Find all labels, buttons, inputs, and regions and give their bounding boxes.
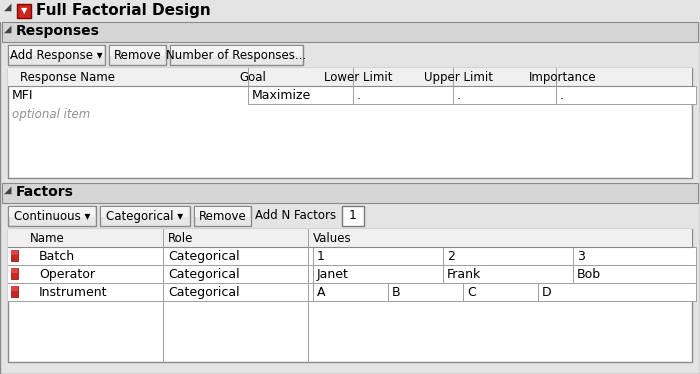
- Bar: [8, 247, 692, 265]
- Bar: [8, 229, 692, 247]
- Bar: [556, 86, 696, 104]
- Bar: [11, 268, 18, 273]
- Text: Values: Values: [313, 232, 351, 245]
- Text: Factors: Factors: [16, 185, 74, 199]
- Bar: [8, 68, 692, 178]
- Bar: [2, 183, 698, 203]
- Text: Remove: Remove: [199, 210, 246, 223]
- Bar: [110, 46, 165, 56]
- Bar: [17, 4, 31, 18]
- Bar: [8, 265, 692, 283]
- Bar: [443, 247, 573, 265]
- Bar: [388, 283, 463, 301]
- Text: Name: Name: [30, 232, 64, 245]
- Bar: [8, 68, 692, 86]
- Bar: [342, 206, 364, 226]
- Text: Add Response ▾: Add Response ▾: [10, 49, 103, 62]
- Text: B: B: [392, 286, 400, 299]
- Text: Operator: Operator: [39, 268, 95, 281]
- Text: Response Name: Response Name: [20, 71, 115, 84]
- Bar: [194, 206, 251, 226]
- Bar: [171, 46, 302, 56]
- Text: Janet: Janet: [317, 268, 349, 281]
- Text: 2: 2: [447, 250, 455, 263]
- Text: Lower Limit: Lower Limit: [323, 71, 392, 84]
- Bar: [170, 45, 303, 65]
- Text: Goal: Goal: [239, 71, 267, 84]
- Text: D: D: [542, 286, 552, 299]
- Text: Categorical ▾: Categorical ▾: [106, 210, 183, 223]
- Text: Importance: Importance: [529, 71, 597, 84]
- Text: Role: Role: [168, 232, 193, 245]
- Text: 1: 1: [317, 250, 325, 263]
- Text: 1: 1: [349, 209, 357, 222]
- Bar: [8, 206, 96, 226]
- Bar: [11, 250, 18, 255]
- Bar: [313, 265, 443, 283]
- Text: ◢: ◢: [4, 24, 11, 34]
- Bar: [100, 206, 190, 226]
- Bar: [2, 22, 698, 42]
- Bar: [11, 268, 18, 279]
- Bar: [109, 45, 166, 65]
- Text: ◢: ◢: [4, 185, 11, 195]
- Bar: [195, 207, 250, 217]
- Text: Maximize: Maximize: [252, 89, 312, 102]
- Text: C: C: [467, 286, 476, 299]
- Text: Number of Responses...: Number of Responses...: [167, 49, 307, 62]
- Text: Continuous ▾: Continuous ▾: [14, 210, 90, 223]
- Bar: [9, 207, 95, 217]
- Text: Remove: Remove: [113, 49, 162, 62]
- Text: .: .: [457, 89, 461, 102]
- Bar: [8, 283, 692, 301]
- Bar: [11, 286, 18, 297]
- Text: Instrument: Instrument: [39, 286, 108, 299]
- Text: .: .: [357, 89, 361, 102]
- Text: .: .: [560, 89, 564, 102]
- Bar: [8, 45, 105, 65]
- Text: Responses: Responses: [16, 24, 100, 38]
- Bar: [463, 283, 538, 301]
- Text: ◢: ◢: [4, 2, 11, 12]
- Text: Bob: Bob: [577, 268, 601, 281]
- Text: Batch: Batch: [39, 250, 75, 263]
- Text: Categorical: Categorical: [168, 250, 239, 263]
- Text: optional item: optional item: [12, 108, 90, 121]
- Bar: [9, 46, 104, 56]
- Text: A: A: [317, 286, 326, 299]
- Text: MFI: MFI: [12, 89, 34, 102]
- Text: Categorical: Categorical: [168, 268, 239, 281]
- Bar: [538, 283, 696, 301]
- Bar: [313, 247, 443, 265]
- Bar: [313, 283, 388, 301]
- Text: Upper Limit: Upper Limit: [424, 71, 493, 84]
- Bar: [101, 207, 189, 217]
- Bar: [353, 86, 453, 104]
- Bar: [573, 265, 696, 283]
- Text: ▼: ▼: [21, 6, 27, 15]
- Text: Add N Factors: Add N Factors: [255, 209, 336, 222]
- Bar: [0, 0, 700, 22]
- Bar: [8, 229, 692, 362]
- Bar: [453, 86, 556, 104]
- Text: Categorical: Categorical: [168, 286, 239, 299]
- Bar: [248, 86, 353, 104]
- Bar: [11, 286, 18, 291]
- Text: Full Factorial Design: Full Factorial Design: [36, 3, 211, 18]
- Text: Frank: Frank: [447, 268, 482, 281]
- Bar: [443, 265, 573, 283]
- Bar: [11, 250, 18, 261]
- Text: 3: 3: [577, 250, 585, 263]
- Bar: [573, 247, 696, 265]
